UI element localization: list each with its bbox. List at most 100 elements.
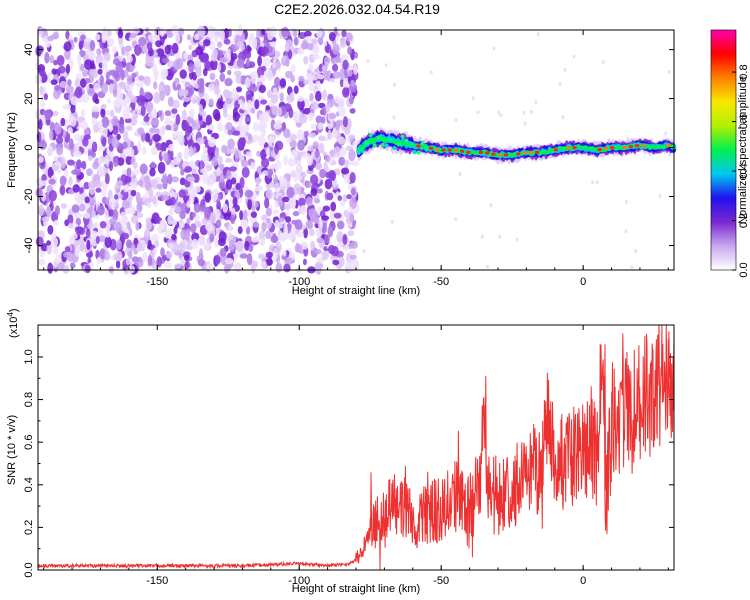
noise-blob: [310, 174, 318, 185]
spectrogram-signal-ridge: [356, 126, 677, 165]
noise-blob: [335, 120, 341, 132]
noise-blob: [84, 265, 91, 274]
noise-blob: [64, 246, 71, 253]
noise-blob: [241, 159, 249, 168]
noise-blob: [133, 249, 138, 255]
noise-blob: [318, 63, 324, 72]
noise-dot: [558, 82, 562, 87]
noise-blob: [336, 231, 344, 244]
noise-blob: [162, 68, 169, 78]
noise-blob: [126, 55, 133, 63]
noise-blob: [59, 81, 68, 88]
noise-blob: [150, 161, 156, 168]
noise-blob: [180, 229, 188, 240]
noise-blob: [236, 58, 245, 68]
noise-blob: [322, 89, 327, 101]
ridge-peak: [441, 148, 446, 152]
noise-blob: [74, 134, 82, 141]
noise-blob: [47, 166, 54, 179]
noise-blob: [207, 25, 215, 38]
noise-blob: [86, 228, 91, 238]
noise-blob: [100, 108, 106, 118]
noise-blob: [137, 95, 146, 107]
y-tick-label: -20: [23, 189, 35, 205]
noise-blob: [197, 237, 205, 246]
noise-blob: [55, 205, 60, 216]
noise-blob: [274, 219, 280, 229]
noise-blob: [342, 233, 348, 245]
noise-blob: [65, 30, 70, 40]
snr-line: [37, 324, 675, 571]
noise-blob: [217, 41, 223, 48]
noise-blob: [344, 159, 349, 169]
noise-blob: [63, 41, 72, 52]
noise-blob: [195, 46, 204, 56]
noise-blob: [152, 133, 161, 142]
noise-blob: [203, 242, 210, 251]
noise-blob: [71, 169, 79, 175]
noise-blob: [256, 28, 261, 40]
noise-blob: [101, 103, 107, 109]
noise-blob: [144, 175, 150, 184]
noise-blob: [188, 62, 195, 73]
noise-blob: [201, 52, 207, 64]
noise-blob: [124, 117, 132, 124]
noise-blob: [239, 177, 245, 189]
ridge-sparkle: [408, 141, 413, 146]
noise-blob: [186, 34, 191, 41]
noise-dot: [454, 217, 458, 222]
noise-blob: [138, 75, 145, 81]
noise-blob: [156, 48, 165, 57]
noise-blob: [214, 227, 220, 236]
noise-blob: [74, 142, 80, 154]
noise-blob: [292, 140, 297, 149]
noise-blob: [67, 79, 72, 87]
noise-dot: [601, 60, 605, 65]
noise-blob: [115, 90, 124, 103]
noise-blob: [317, 229, 323, 237]
noise-dot: [392, 115, 396, 120]
noise-blob: [54, 84, 62, 92]
noise-blob: [74, 86, 83, 99]
noise-blob: [285, 257, 293, 265]
noise-blob: [93, 82, 101, 92]
noise-dot: [595, 180, 599, 185]
noise-blob: [235, 240, 244, 252]
noise-dot: [522, 110, 526, 115]
noise-blob: [315, 162, 322, 171]
colorbar: 0.0 0.2 0.4 0.6 0.8 Normalized spectral ampl…: [710, 29, 750, 278]
noise-blob: [121, 141, 128, 150]
noise-blob: [269, 41, 277, 48]
noise-blob: [349, 213, 355, 223]
noise-blob: [128, 265, 136, 274]
noise-blob: [190, 223, 197, 234]
noise-blob: [126, 167, 132, 178]
noise-blob: [73, 36, 78, 43]
noise-blob: [91, 117, 98, 126]
noise-blob: [47, 225, 54, 235]
noise-blob: [65, 63, 71, 74]
noise-blob: [94, 34, 101, 41]
noise-blob: [225, 178, 233, 190]
noise-dot: [454, 118, 458, 122]
noise-blob: [138, 179, 143, 187]
noise-blob: [84, 128, 90, 136]
noise-dot: [390, 219, 394, 224]
noise-blob: [97, 166, 105, 178]
noise-blob: [67, 127, 73, 135]
noise-blob: [289, 197, 297, 209]
noise-blob: [349, 172, 356, 184]
noise-blob: [306, 156, 313, 166]
snr-scale-base: (x10: [8, 317, 20, 338]
noise-blob: [332, 43, 340, 55]
noise-blob: [39, 180, 48, 186]
noise-blob: [132, 114, 138, 120]
ridge-sparkle: [376, 135, 381, 140]
noise-blob: [255, 177, 261, 186]
noise-blob: [173, 156, 181, 166]
noise-blob: [318, 135, 326, 141]
noise-blob: [108, 69, 116, 76]
noise-blob: [136, 202, 143, 213]
noise-blob: [258, 113, 266, 122]
